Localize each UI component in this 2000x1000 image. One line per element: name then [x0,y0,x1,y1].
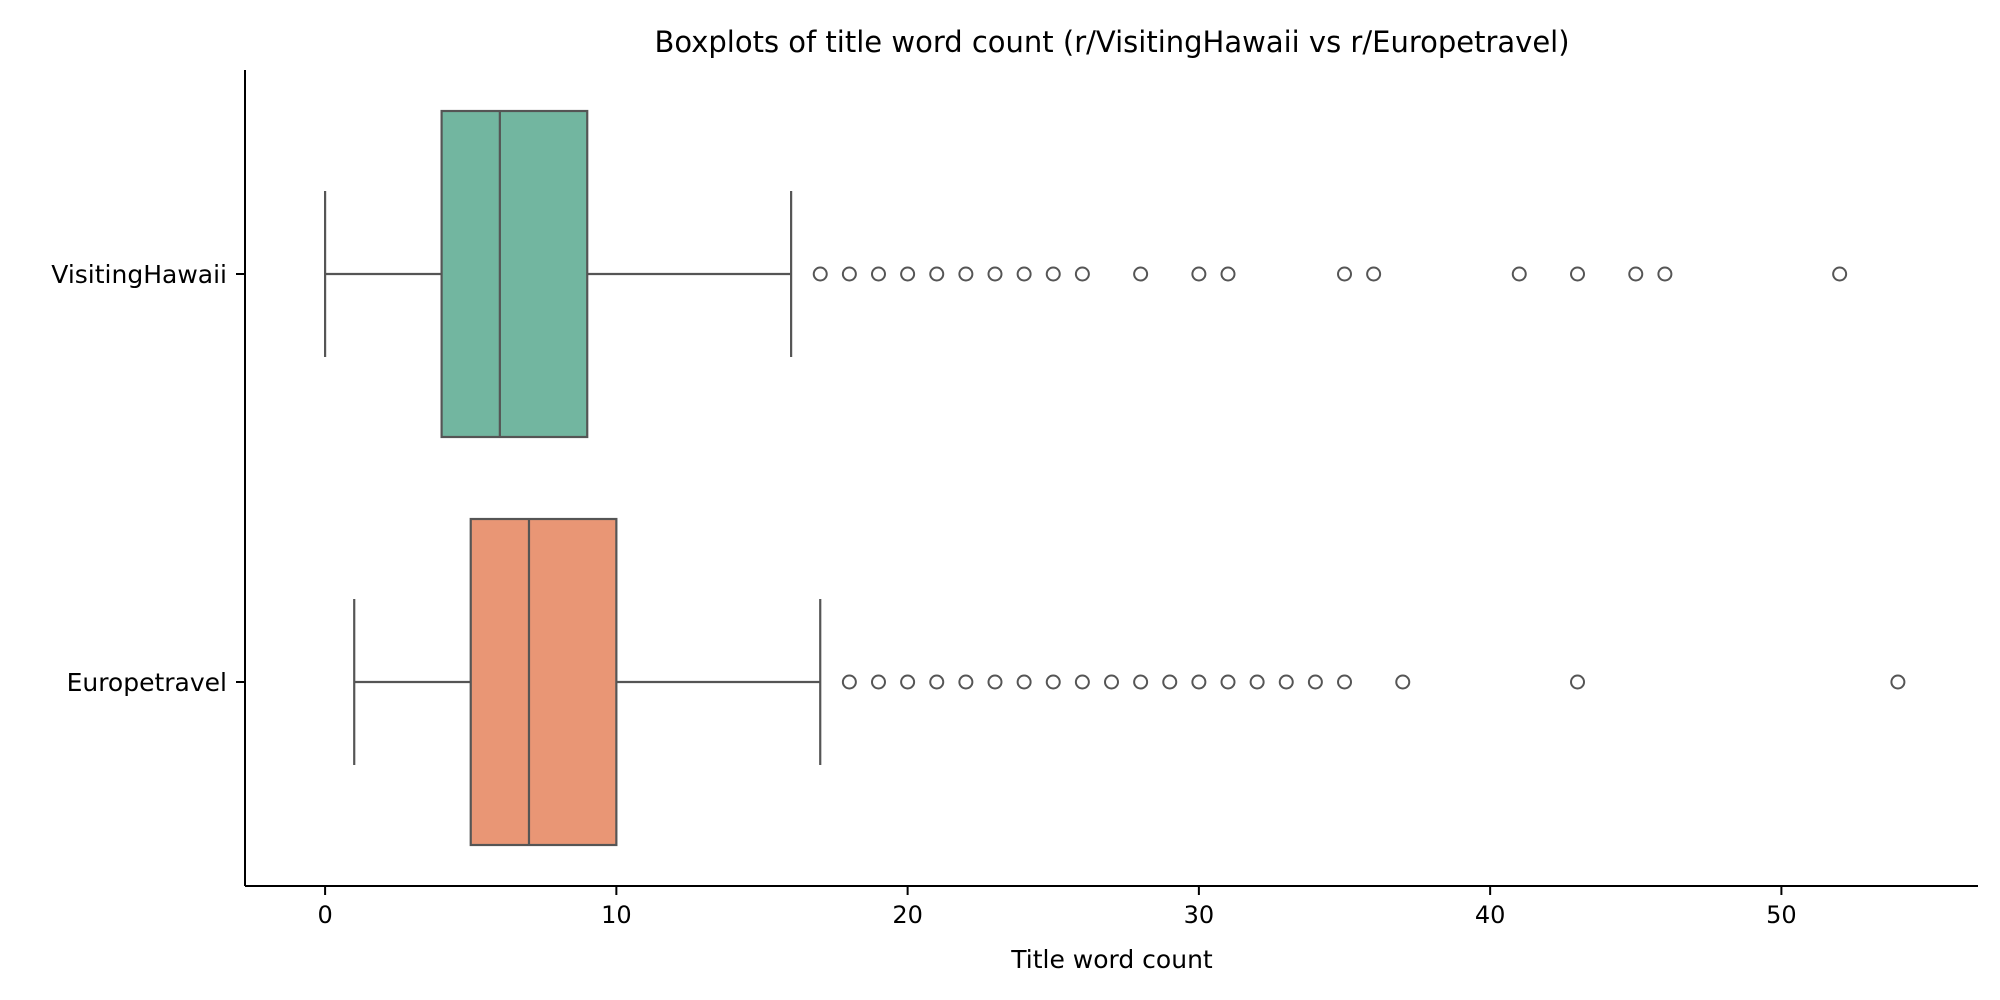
outlier-point [1016,674,1032,690]
x-tick-label: 20 [892,901,923,929]
outlier-point [1366,266,1382,282]
outlier-point [987,674,1003,690]
outlier-point [958,674,974,690]
outlier-point [900,266,916,282]
x-tick-label: 10 [601,901,632,929]
outlier-point [1249,674,1265,690]
x-tick-label: 30 [1184,901,1215,929]
outlier-point [870,674,886,690]
outlier-point [1511,266,1527,282]
outlier-point [1657,266,1673,282]
outlier-point [929,266,945,282]
outlier-point [958,266,974,282]
outlier-point [1570,266,1586,282]
outlier-point [1220,674,1236,690]
outlier-point [841,674,857,690]
outlier-point [1628,266,1644,282]
outlier-point [1832,266,1848,282]
outlier-point [1890,674,1906,690]
outlier-point [1337,674,1353,690]
outlier-point [1074,266,1090,282]
x-axis-label: Title word count [1010,945,1213,974]
x-tick-label: 0 [317,901,332,929]
outlier-point [1337,266,1353,282]
outlier-point [1191,266,1207,282]
outlier-point [812,266,828,282]
outlier-point [870,266,886,282]
box [440,109,589,439]
x-tick-label: 40 [1475,901,1506,929]
outlier-point [1045,674,1061,690]
outlier-point [1395,674,1411,690]
plot-area: 0 10 20 30 40 50 VisitingHawaii Europetravel [51,70,1978,929]
outlier-point [929,674,945,690]
outlier-point [987,266,1003,282]
outlier-point [1045,266,1061,282]
outlier-point [900,674,916,690]
outlier-point [1278,674,1294,690]
chart-title: Boxplots of title word count (r/Visiting… [654,25,1569,59]
outlier-point [1570,674,1586,690]
outlier-point [1016,266,1032,282]
outlier-point [1220,266,1236,282]
outlier-point [1191,674,1207,690]
y-tick-label: VisitingHawaii [51,260,227,289]
x-tick-label: 50 [1766,901,1797,929]
box [469,517,618,847]
outlier-point [1133,266,1149,282]
outlier-point [1104,674,1119,690]
outlier-point [1074,674,1090,690]
outlier-point [841,266,857,282]
outlier-point [1162,674,1178,690]
outlier-point [1307,674,1323,690]
outlier-point [1133,674,1149,690]
y-tick-label: Europetravel [67,668,227,697]
